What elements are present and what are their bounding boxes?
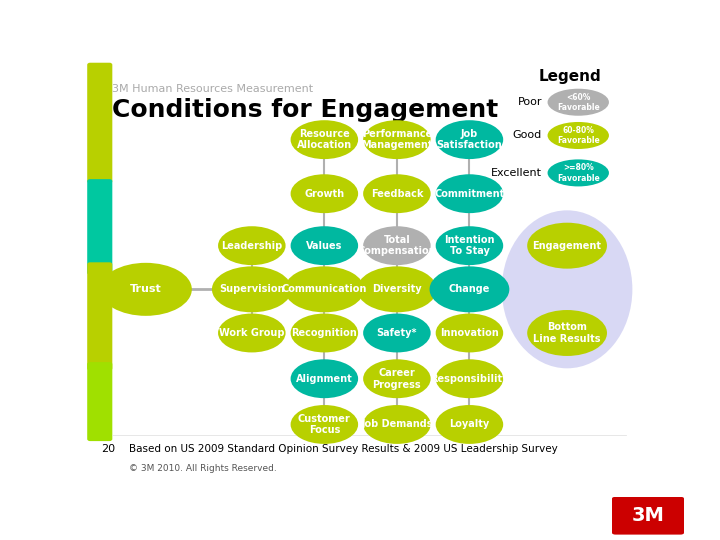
Text: Change: Change <box>449 285 490 294</box>
Ellipse shape <box>218 226 286 265</box>
Text: Innovation: Innovation <box>440 328 499 338</box>
Ellipse shape <box>291 359 358 398</box>
Text: Good: Good <box>513 131 542 140</box>
Text: Resource
Allocation: Resource Allocation <box>297 129 352 151</box>
Text: Based on US 2009 Standard Opinion Survey Results & 2009 US Leadership Survey: Based on US 2009 Standard Opinion Survey… <box>129 444 558 455</box>
Ellipse shape <box>436 359 503 398</box>
Text: Career
Progress: Career Progress <box>372 368 421 389</box>
Text: Intention
To Stay: Intention To Stay <box>444 235 495 256</box>
Ellipse shape <box>363 174 431 213</box>
Text: Safety*: Safety* <box>377 328 417 338</box>
FancyBboxPatch shape <box>87 63 112 183</box>
Ellipse shape <box>547 159 609 186</box>
Text: 60-80%
Favorable: 60-80% Favorable <box>557 126 600 145</box>
Text: Alignment: Alignment <box>296 374 353 384</box>
Ellipse shape <box>291 226 358 265</box>
Text: Engagement: Engagement <box>533 241 602 251</box>
Ellipse shape <box>363 359 431 398</box>
Text: Job Demands: Job Demands <box>361 420 433 429</box>
Text: Feedback: Feedback <box>371 188 423 199</box>
Ellipse shape <box>363 405 431 444</box>
Ellipse shape <box>291 120 358 159</box>
Ellipse shape <box>527 222 607 268</box>
Ellipse shape <box>363 226 431 265</box>
Text: Legend: Legend <box>539 69 601 84</box>
Text: Total
Compensation: Total Compensation <box>358 235 436 256</box>
Ellipse shape <box>291 405 358 444</box>
Text: Responsibility: Responsibility <box>430 374 509 384</box>
Text: Poor: Poor <box>518 97 542 107</box>
Text: Bottom
Line Results: Bottom Line Results <box>534 322 600 344</box>
Text: Supervision: Supervision <box>219 285 284 294</box>
Text: 3M: 3M <box>631 506 665 525</box>
Text: Communication: Communication <box>282 285 367 294</box>
Ellipse shape <box>436 120 503 159</box>
Text: Job
Satisfaction: Job Satisfaction <box>436 129 503 151</box>
Ellipse shape <box>502 210 632 368</box>
Text: Recognition: Recognition <box>292 328 357 338</box>
FancyBboxPatch shape <box>87 262 112 370</box>
Text: Performance
Management: Performance Management <box>361 129 433 151</box>
Ellipse shape <box>363 120 431 159</box>
Text: Diversity: Diversity <box>372 285 422 294</box>
FancyBboxPatch shape <box>87 179 112 275</box>
Ellipse shape <box>436 314 503 353</box>
Ellipse shape <box>547 122 609 149</box>
Text: Customer
Focus: Customer Focus <box>298 414 351 435</box>
Text: Values: Values <box>306 241 343 251</box>
Text: 3M Human Resources Measurement: 3M Human Resources Measurement <box>112 84 313 93</box>
Ellipse shape <box>357 266 437 312</box>
Text: Work Group: Work Group <box>219 328 284 338</box>
Text: Leadership: Leadership <box>221 241 282 251</box>
Ellipse shape <box>218 314 286 353</box>
Text: >=80%
Favorable: >=80% Favorable <box>557 163 600 183</box>
Ellipse shape <box>100 263 192 316</box>
Ellipse shape <box>363 314 431 353</box>
Text: Conditions for Engagement: Conditions for Engagement <box>112 98 498 122</box>
Ellipse shape <box>284 266 364 312</box>
Text: © 3M 2010. All Rights Reserved.: © 3M 2010. All Rights Reserved. <box>129 464 276 472</box>
Ellipse shape <box>291 174 358 213</box>
Ellipse shape <box>430 266 509 312</box>
Ellipse shape <box>436 405 503 444</box>
Text: Excellent: Excellent <box>491 168 542 178</box>
Text: Growth: Growth <box>305 188 344 199</box>
FancyBboxPatch shape <box>612 497 684 535</box>
Ellipse shape <box>436 226 503 265</box>
Text: Commitment: Commitment <box>434 188 505 199</box>
FancyBboxPatch shape <box>87 362 112 441</box>
Ellipse shape <box>212 266 292 312</box>
Text: Trust: Trust <box>130 285 162 294</box>
Text: <60%
Favorable: <60% Favorable <box>557 92 600 112</box>
Text: 20: 20 <box>101 444 115 455</box>
Ellipse shape <box>547 89 609 116</box>
Ellipse shape <box>436 174 503 213</box>
Text: Loyalty: Loyalty <box>449 420 490 429</box>
Ellipse shape <box>527 310 607 356</box>
Ellipse shape <box>291 314 358 353</box>
